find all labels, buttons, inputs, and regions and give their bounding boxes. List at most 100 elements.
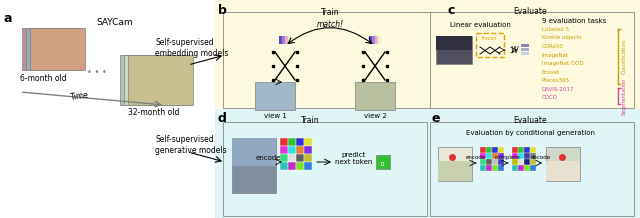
Text: encode: encode	[255, 155, 281, 161]
FancyBboxPatch shape	[120, 55, 185, 105]
Text: ImageNet OOD: ImageNet OOD	[542, 61, 584, 66]
FancyBboxPatch shape	[375, 36, 378, 44]
Text: b: b	[218, 4, 227, 17]
FancyBboxPatch shape	[280, 138, 288, 146]
FancyBboxPatch shape	[512, 153, 518, 159]
Text: Time: Time	[70, 90, 90, 102]
FancyBboxPatch shape	[255, 82, 295, 110]
FancyBboxPatch shape	[232, 138, 276, 193]
Text: Self-supervised
embedding models: Self-supervised embedding models	[155, 38, 228, 58]
Text: 32-month old: 32-month old	[128, 108, 179, 117]
Text: Ecoset: Ecoset	[542, 70, 560, 75]
Text: e: e	[432, 112, 440, 125]
FancyBboxPatch shape	[438, 147, 472, 181]
FancyBboxPatch shape	[372, 36, 375, 44]
Text: Train: Train	[321, 8, 339, 17]
Text: SAYCam: SAYCam	[97, 18, 133, 27]
Text: CORe50: CORe50	[542, 44, 564, 49]
FancyBboxPatch shape	[296, 146, 304, 154]
Text: W: W	[510, 46, 518, 54]
Text: Linear evaluation: Linear evaluation	[450, 22, 511, 28]
Text: match!: match!	[316, 20, 344, 29]
FancyBboxPatch shape	[480, 147, 486, 153]
Text: Evaluate: Evaluate	[513, 116, 547, 125]
Text: c: c	[448, 4, 456, 17]
Text: frozen: frozen	[483, 36, 498, 41]
FancyBboxPatch shape	[288, 154, 296, 162]
FancyBboxPatch shape	[296, 138, 304, 146]
FancyBboxPatch shape	[280, 154, 288, 162]
FancyBboxPatch shape	[22, 28, 77, 70]
Text: 6-month old: 6-month old	[20, 74, 67, 83]
Text: Train: Train	[301, 116, 319, 125]
Text: encode: encode	[466, 155, 486, 160]
FancyBboxPatch shape	[355, 82, 395, 110]
FancyBboxPatch shape	[296, 154, 304, 162]
FancyBboxPatch shape	[0, 0, 215, 218]
FancyBboxPatch shape	[498, 165, 504, 171]
FancyBboxPatch shape	[492, 165, 498, 171]
FancyBboxPatch shape	[215, 109, 640, 218]
Text: Self-supervised
generative models: Self-supervised generative models	[155, 135, 227, 155]
FancyBboxPatch shape	[521, 48, 529, 51]
Text: Evaluation by conditional generation: Evaluation by conditional generation	[465, 130, 595, 136]
FancyBboxPatch shape	[288, 146, 296, 154]
FancyBboxPatch shape	[530, 165, 536, 171]
FancyBboxPatch shape	[288, 138, 296, 146]
FancyBboxPatch shape	[492, 159, 498, 165]
FancyBboxPatch shape	[498, 147, 504, 153]
FancyBboxPatch shape	[524, 165, 530, 171]
FancyBboxPatch shape	[430, 12, 634, 108]
Text: 9 evaluation tasks: 9 evaluation tasks	[542, 18, 606, 24]
FancyBboxPatch shape	[518, 165, 524, 171]
FancyBboxPatch shape	[480, 165, 486, 171]
FancyBboxPatch shape	[436, 36, 472, 50]
FancyBboxPatch shape	[480, 159, 486, 165]
Text: Classification: Classification	[622, 39, 627, 74]
FancyBboxPatch shape	[304, 146, 312, 154]
FancyBboxPatch shape	[436, 36, 472, 64]
FancyBboxPatch shape	[518, 159, 524, 165]
FancyBboxPatch shape	[376, 155, 390, 169]
FancyBboxPatch shape	[512, 165, 518, 171]
FancyBboxPatch shape	[512, 147, 518, 153]
FancyBboxPatch shape	[518, 147, 524, 153]
FancyBboxPatch shape	[282, 36, 285, 44]
FancyBboxPatch shape	[438, 161, 472, 181]
FancyBboxPatch shape	[304, 162, 312, 170]
FancyBboxPatch shape	[521, 44, 529, 47]
FancyBboxPatch shape	[518, 153, 524, 159]
Text: Konkle objects: Konkle objects	[542, 36, 582, 41]
FancyBboxPatch shape	[546, 161, 580, 181]
FancyBboxPatch shape	[128, 55, 193, 105]
FancyBboxPatch shape	[304, 154, 312, 162]
FancyBboxPatch shape	[530, 147, 536, 153]
FancyBboxPatch shape	[530, 153, 536, 159]
FancyBboxPatch shape	[369, 36, 372, 44]
FancyBboxPatch shape	[498, 159, 504, 165]
FancyBboxPatch shape	[232, 138, 276, 166]
FancyBboxPatch shape	[26, 28, 81, 70]
Text: Evaluate: Evaluate	[513, 7, 547, 16]
FancyBboxPatch shape	[288, 36, 291, 44]
FancyBboxPatch shape	[124, 55, 189, 105]
FancyBboxPatch shape	[285, 36, 288, 44]
Text: a: a	[3, 12, 12, 25]
FancyBboxPatch shape	[492, 153, 498, 159]
FancyBboxPatch shape	[280, 146, 288, 154]
Text: Segmentation: Segmentation	[622, 77, 627, 115]
FancyBboxPatch shape	[215, 0, 640, 109]
FancyBboxPatch shape	[521, 52, 529, 55]
Text: ImageNet: ImageNet	[542, 53, 569, 58]
Text: d: d	[218, 112, 227, 125]
FancyBboxPatch shape	[492, 147, 498, 153]
FancyBboxPatch shape	[524, 159, 530, 165]
FancyBboxPatch shape	[486, 147, 492, 153]
FancyBboxPatch shape	[486, 153, 492, 159]
Text: view 1: view 1	[264, 113, 287, 119]
Text: • • •: • • •	[87, 68, 107, 77]
FancyBboxPatch shape	[296, 162, 304, 170]
Text: Labeled S: Labeled S	[542, 27, 569, 32]
FancyBboxPatch shape	[480, 153, 486, 159]
FancyBboxPatch shape	[486, 159, 492, 165]
